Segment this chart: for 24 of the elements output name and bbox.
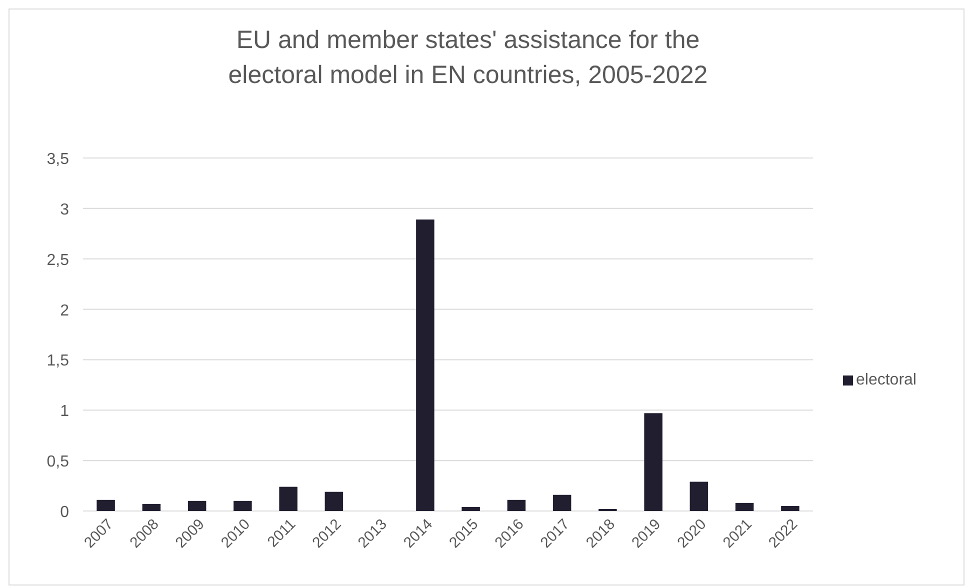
legend-label: electoral [856,372,916,388]
bar [96,500,115,511]
y-tick-label: 2,5 [46,252,70,269]
y-tick-label: 3,5 [46,151,70,168]
bar [644,413,662,511]
y-tick-label: 0 [60,504,70,521]
y-tick-label: 1,5 [46,352,70,370]
bar [781,506,800,511]
y-tick-label: 1 [60,403,70,420]
y-tick-label: 3 [60,201,70,218]
y-tick-label: 0,5 [46,454,70,471]
bar [324,492,344,511]
bar [188,500,206,511]
bar [507,500,526,511]
bar [735,502,754,511]
bar [234,500,252,511]
bar [552,494,572,511]
bar [690,482,708,511]
bar [462,506,480,511]
bar [142,504,161,511]
bar [279,486,298,511]
chart-title: EU and member states' assistance for the electoral model in EN countries, 2005-2022 [228,26,708,89]
bar [416,220,434,511]
y-tick-label: 2 [60,302,70,320]
